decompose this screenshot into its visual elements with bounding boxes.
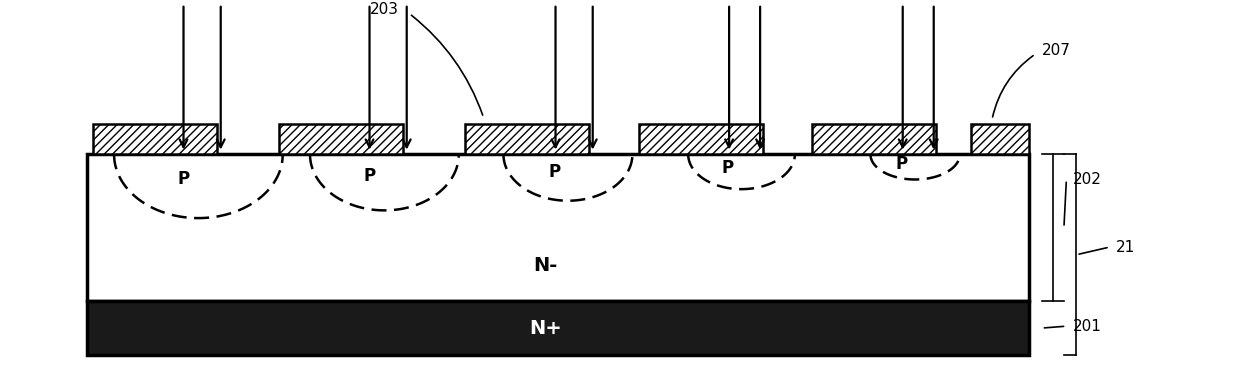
Text: P: P [722,159,734,177]
Bar [971,124,1029,154]
Text: N+: N+ [529,318,562,338]
Bar [465,124,589,154]
Text: 21: 21 [1116,240,1136,254]
Bar [93,124,217,154]
Text: 202: 202 [1073,172,1101,187]
Text: 201: 201 [1073,319,1101,334]
Text: P: P [177,169,190,188]
Text: P: P [363,167,376,185]
Text: P: P [895,155,908,173]
Bar [87,301,1029,355]
Bar [812,124,936,154]
Text: N-: N- [533,256,558,275]
Bar [639,124,763,154]
Bar [87,154,1029,301]
Text: 207: 207 [1042,43,1070,58]
Bar [279,124,403,154]
Text: 203: 203 [370,2,399,17]
Text: P: P [548,163,560,181]
